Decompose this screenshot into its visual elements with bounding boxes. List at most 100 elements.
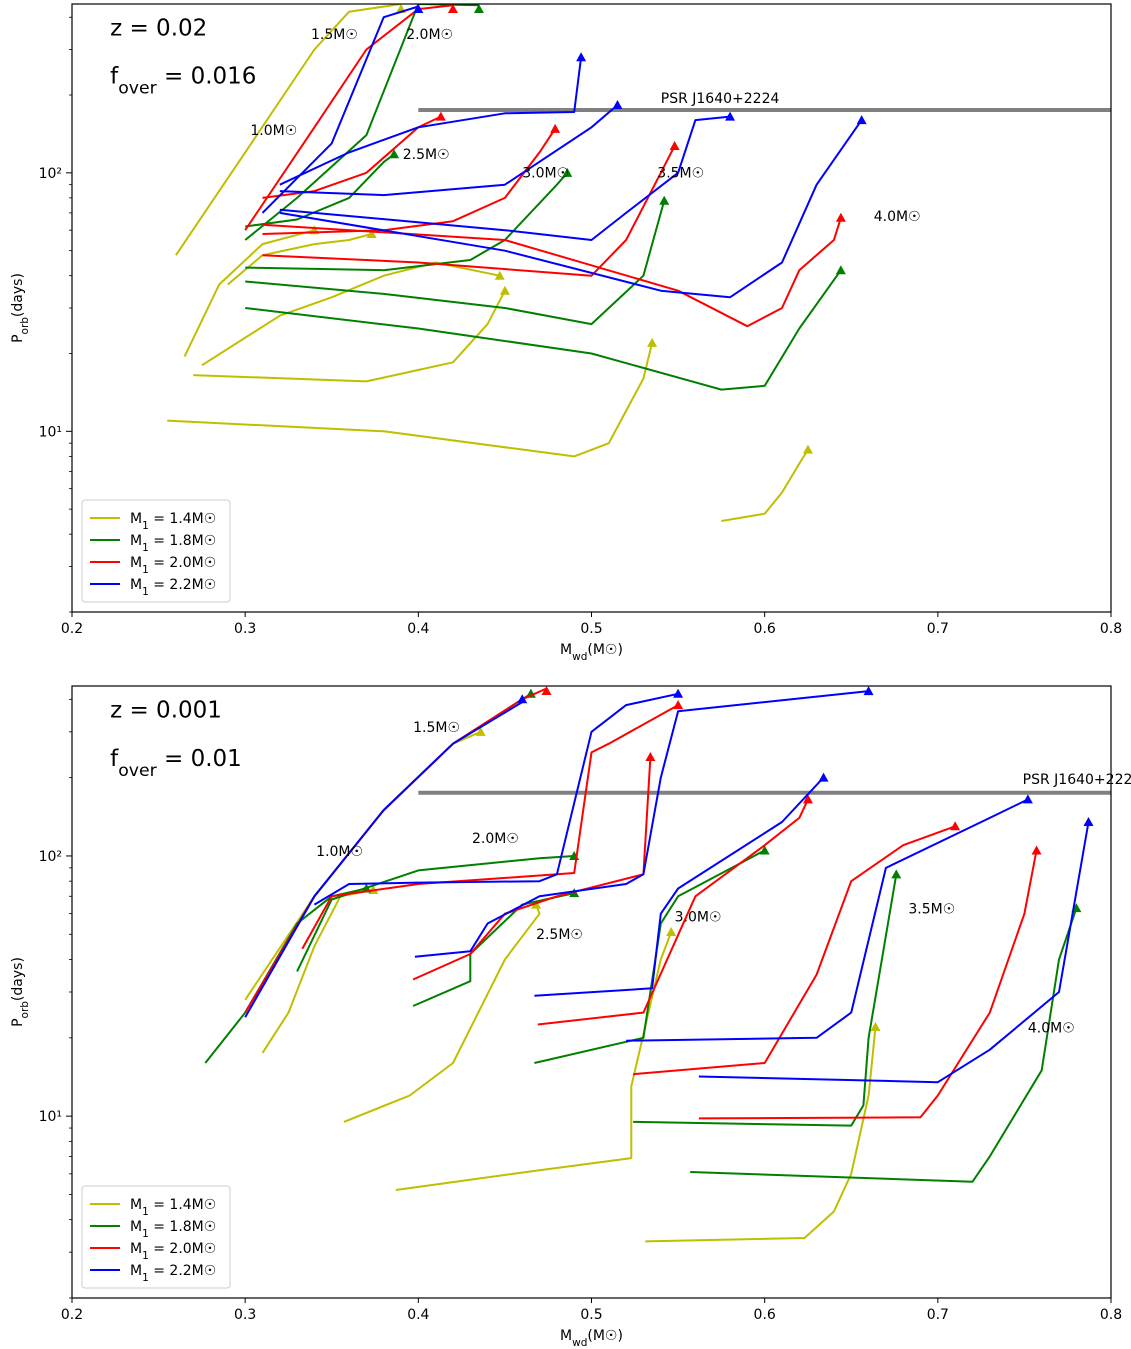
annotation-label: fover = 0.016 (110, 63, 256, 98)
track-line-s4-t4 (279, 119, 863, 299)
track-end-marker-s3-t4 (950, 821, 961, 831)
track-line-s1-t2 (343, 904, 541, 1123)
track-end-marker-s4-t2 (863, 686, 874, 696)
track-end-marker-s4-t1 (576, 52, 587, 62)
track-line-s1-t1 (183, 229, 315, 357)
y-tick-label: 10¹ (39, 1109, 62, 1125)
track-end-marker-s3-t5 (1031, 845, 1042, 855)
track-end-marker-s1-t4 (499, 285, 510, 295)
track-end-marker-s4-t5 (413, 4, 424, 13)
track-line-s3-t6 (244, 687, 547, 1014)
legend-entry: M1 = 1.8M☉ (130, 1219, 216, 1240)
x-tick-label: 0.4 (407, 621, 429, 637)
y-axis-label: Porb(days) (10, 273, 31, 343)
track-line-s1-t1 (261, 889, 374, 1054)
track-line-s3-t3 (262, 145, 676, 277)
track-end-marker-s1-t2 (366, 228, 377, 238)
x-tick-label: 0.6 (754, 621, 776, 637)
track-end-marker-s3-t3 (669, 141, 680, 151)
legend-entry: M1 = 2.2M☉ (130, 577, 216, 598)
track-end-marker-s2-t5 (473, 4, 484, 13)
track-line-s3-t2 (412, 756, 652, 981)
track-end-marker-s3-t4 (835, 212, 846, 222)
track-line-s1-t3 (395, 931, 673, 1191)
track-end-marker-s3-t3 (802, 794, 813, 804)
track-end-marker-s4-t4 (1022, 794, 1033, 804)
track-line-s2-t1 (204, 887, 367, 1064)
x-tick-label: 0.5 (580, 621, 602, 637)
track-line-s1-t6 (721, 449, 809, 522)
x-tick-label: 0.6 (754, 1307, 776, 1323)
track-end-marker-s2-t5 (891, 869, 902, 879)
legend-entry: M1 = 2.0M☉ (130, 555, 216, 576)
track-line-s2-t2 (245, 172, 569, 272)
track-end-marker-s4-t4 (856, 115, 867, 125)
legend-box (81, 499, 231, 603)
track-end-marker-s4-t1 (673, 688, 684, 698)
annotation-label: PSR J1640+2224 (1023, 772, 1131, 788)
y-axis-label: Porb(days) (10, 957, 31, 1027)
x-tick-label: 0.5 (580, 1307, 602, 1323)
annotation-label: 2.0M☉ (406, 27, 453, 43)
track-line-s1-t4 (193, 290, 506, 383)
track-end-marker-s2-t1 (389, 149, 400, 159)
track-line-s1-t3 (201, 261, 500, 367)
track-end-marker-s1-t3 (494, 270, 505, 280)
track-end-marker-s2-t4 (835, 265, 846, 275)
annotation-label: 1.5M☉ (311, 27, 358, 43)
track-line-s3-t1 (262, 115, 442, 199)
track-line-s1-t5 (167, 342, 654, 458)
track-line-s2-t4 (534, 849, 766, 1064)
track-line-s3-t4 (262, 217, 842, 328)
track-end-marker-s3-t2 (550, 123, 561, 133)
track-line-s4-t3 (534, 776, 825, 997)
track-line-s4-t1 (279, 57, 583, 186)
track-line-s2-t3 (412, 892, 575, 1007)
legend-box (81, 1185, 231, 1289)
track-line-s4-t4 (626, 798, 1029, 1042)
track-end-marker-s2-t3 (659, 195, 670, 205)
track-line-s4-t3 (279, 115, 731, 241)
legend-entry: M1 = 1.4M☉ (130, 511, 216, 532)
track-line-s2-t7 (244, 692, 532, 1014)
track-line-s2-t5 (633, 874, 898, 1127)
x-tick-label: 0.7 (927, 1307, 949, 1323)
y-tick-label: 10² (39, 166, 62, 182)
track-line-s4-t1 (313, 692, 679, 906)
track-end-marker-s1-t6 (802, 444, 813, 454)
track-line-s2-t3 (245, 200, 666, 326)
track-end-marker-s4-t6 (517, 694, 528, 704)
track-end-marker-s3-t6 (541, 686, 552, 695)
legend-entry: M1 = 2.0M☉ (130, 1241, 216, 1262)
legend-entry: M1 = 2.2M☉ (130, 1263, 216, 1284)
track-line-s3-t5 (698, 850, 1038, 1120)
annotation-label: 1.0M☉ (250, 123, 297, 139)
x-tick-label: 0.4 (407, 1307, 429, 1323)
track-end-marker-s4-t2 (612, 100, 623, 110)
track-line-s2-t4 (245, 269, 842, 391)
annotation-label: 4.0M☉ (874, 209, 921, 225)
annotation-label: 3.5M☉ (657, 165, 704, 181)
track-line-s1-t5 (244, 730, 482, 1001)
x-tick-label: 0.8 (1100, 621, 1122, 637)
track-end-marker-s3-t1 (435, 111, 446, 121)
chart-panel-1: 0.2 0.3 0.4 0.5 0.6 0.7 0.8 10¹ 10² Mwd(M☉) Porb(d… (10, 3, 1122, 663)
track-end-marker-s4-t3 (818, 772, 829, 782)
annotation-label: 2.5M☉ (536, 927, 583, 943)
annotation-label: 3.5M☉ (908, 902, 955, 918)
annotation-label: 3.0M☉ (675, 909, 722, 925)
annotation-label: 3.0M☉ (522, 165, 569, 181)
annotation-label: z = 0.001 (110, 698, 222, 724)
legend-entry: M1 = 1.4M☉ (130, 1197, 216, 1218)
legend: M1 = 1.4M☉M1 = 1.8M☉M1 = 2.0M☉M1 = 2.2M☉ (81, 1185, 231, 1289)
track-line-s4-t5 (261, 5, 419, 214)
annotation-label: 1.0M☉ (316, 844, 363, 860)
annotation-label: 2.0M☉ (472, 831, 519, 847)
track-end-marker-s1-t4 (870, 1022, 881, 1032)
legend-entry: M1 = 1.8M☉ (130, 533, 216, 554)
x-axis-label: Mwd(M☉) (560, 1328, 623, 1349)
track-line-s1-t4 (645, 1026, 877, 1243)
annotation-label: 2.5M☉ (403, 147, 450, 163)
annotation-label: fover = 0.01 (110, 746, 242, 781)
